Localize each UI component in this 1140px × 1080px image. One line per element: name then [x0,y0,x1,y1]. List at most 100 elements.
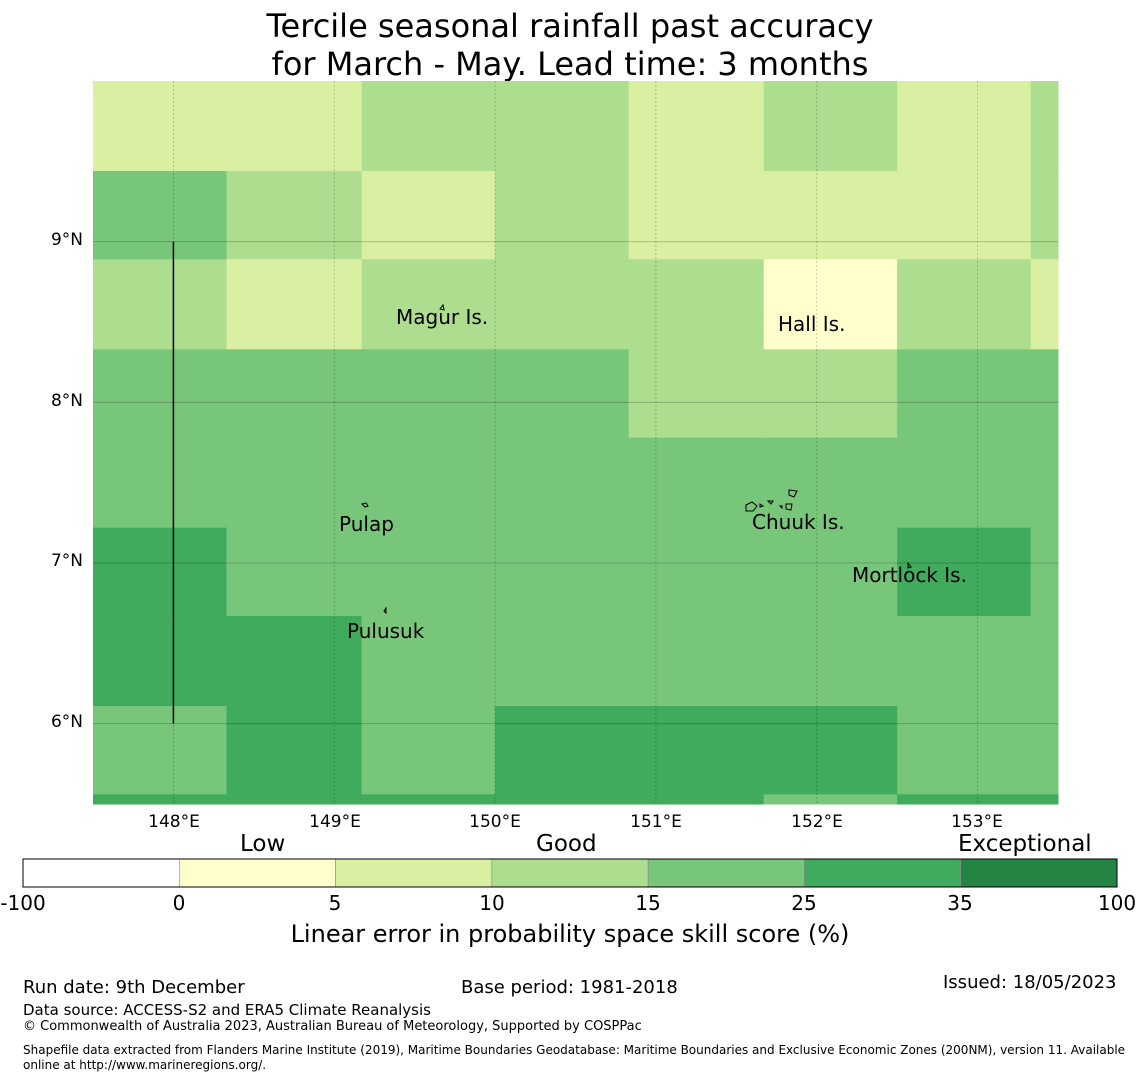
skill-cell [495,527,630,617]
colorbar-tick: -100 [0,891,46,915]
skill-cell [628,794,765,805]
x-tick-152e: 152°E [791,812,843,832]
chuuk-island-shape [759,503,765,508]
colorbar-tick: 15 [635,891,661,915]
y-tick-9n: 9°N [50,230,83,250]
place-label-hall: Hall Is. [778,312,846,336]
x-tick-149e: 149°E [309,812,361,832]
skill-cell [93,349,227,439]
skill-cell [495,349,630,439]
colorbar-tick: 10 [479,891,505,915]
skill-cell [93,437,227,529]
skill-cell [495,437,630,529]
skill-cell [93,794,227,805]
skill-cell [226,527,363,617]
place-label-chuuk: Chuuk Is. [752,510,845,534]
skill-cell [763,527,898,617]
skill-cell [763,705,898,795]
skill-cell [226,705,363,795]
skill-cell [495,705,630,795]
colorbar-segment [804,858,962,888]
chuuk-island-shape [785,503,793,511]
issued-date: Issued: 18/05/2023 [943,972,1117,993]
colorbar-segment [647,858,805,888]
skill-cell [628,705,765,795]
skill-cell [1030,259,1059,350]
skill-cell [93,81,227,172]
skill-cell [897,437,1032,529]
skill-cell [628,259,765,350]
skill-cell [1030,616,1059,707]
skill-cell [361,259,496,350]
x-tick-150e: 150°E [469,812,521,832]
skill-cell [628,170,765,260]
skill-cell [763,81,898,172]
y-tick-8n: 8°N [50,391,83,411]
skill-cell [361,437,496,529]
skill-cell [897,705,1032,795]
x-tick-148e: 148°E [148,812,200,832]
run-date: Run date: 9th December [23,977,245,998]
skill-cell [361,794,496,805]
mortlock-island-shape [907,561,912,569]
x-tick-153e: 153°E [951,812,1003,832]
skill-cell [897,616,1032,707]
skill-cell [628,349,765,439]
chuuk-island-shape [766,500,774,505]
copyright: © Commonwealth of Australia 2023, Austra… [23,1019,642,1034]
skill-cell [1030,794,1059,805]
colorbar-category-low: Low [240,831,286,857]
skill-cell [763,616,898,707]
skill-cell [763,794,898,805]
skill-cell [763,259,898,350]
colorbar-segment [22,858,180,888]
skill-cell [763,437,898,529]
skill-cell [93,170,227,260]
skill-cell [495,794,630,805]
skill-cell [226,437,363,529]
skill-cell [1030,349,1059,439]
skill-cell [226,170,363,260]
colorbar-category-good: Good [536,831,597,857]
skill-cell [226,259,363,350]
skill-cell [93,705,227,795]
colorbar-tick: 5 [328,891,342,915]
colorbar-category-exceptional: Exceptional [958,831,1092,857]
skill-cell [897,170,1032,260]
skill-cell [1030,437,1059,529]
skill-cell [226,349,363,439]
shapefile-credit-2: online at http://www.marineregions.org/. [23,1058,267,1072]
base-period: Base period: 1981-2018 [461,977,678,998]
skill-cell [361,81,496,172]
skill-cell [226,794,363,805]
colorbar-tick: 0 [172,891,186,915]
skill-cell [1030,705,1059,795]
skill-cell [628,81,765,172]
skill-cell [361,170,496,260]
skill-cell [897,349,1032,439]
colorbar-label: Linear error in probability space skill … [290,920,850,948]
skill-cell [93,616,227,707]
title-line-2: for March - May. Lead time: 3 months [271,45,869,83]
chuuk-island-shape [778,505,783,510]
place-label-mortlock: Mortlock Is. [852,563,967,587]
colorbar-frame [22,858,1118,888]
skill-cell [628,616,765,707]
skill-cell [897,81,1032,172]
skill-cell [361,527,496,617]
x-tick-151e: 151°E [630,812,682,832]
skill-cell [1030,81,1059,172]
skill-cell [897,527,1032,617]
place-label-pulusuk: Pulusuk [347,619,425,643]
skill-cell [495,259,630,350]
skill-cell [897,794,1032,805]
skill-cell [226,616,363,707]
pulap-island-shape [361,502,369,508]
skill-cell [495,616,630,707]
colorbar-tick: 35 [947,891,973,915]
skill-cell [226,81,363,172]
magur-island-shape [439,303,445,311]
skill-cell [93,527,227,617]
skill-cell [897,259,1032,350]
